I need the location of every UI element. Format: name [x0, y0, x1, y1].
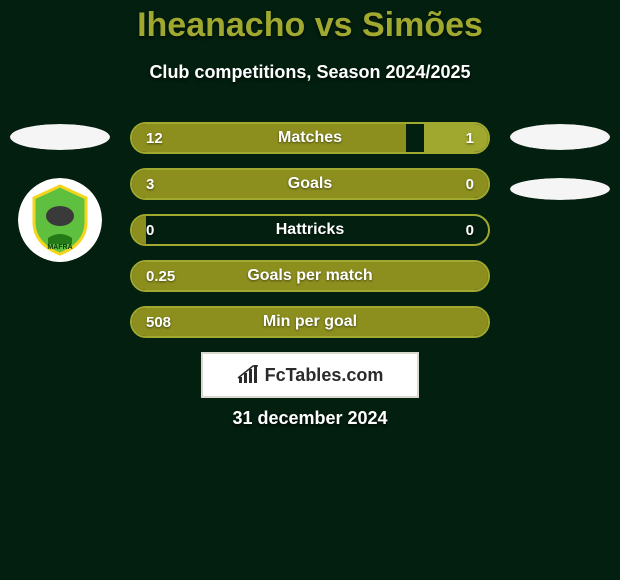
stat-row: 508Min per goal [130, 306, 490, 338]
comparison-card: Iheanacho vs Simões Club competitions, S… [0, 0, 620, 580]
club-left-badge: MAFRA [18, 178, 102, 262]
page-title: Iheanacho vs Simões [0, 6, 620, 45]
club-right-badge [510, 178, 610, 200]
fctables-watermark: FcTables.com [201, 352, 419, 398]
stat-label: Goals per match [132, 267, 488, 285]
stat-label: Goals [132, 175, 488, 193]
stat-row: 30Goals [130, 168, 490, 200]
stat-row: 121Matches [130, 122, 490, 154]
page-subtitle: Club competitions, Season 2024/2025 [0, 62, 620, 83]
svg-text:MAFRA: MAFRA [47, 244, 72, 251]
stat-label: Hattricks [132, 221, 488, 239]
player-left-avatar [10, 124, 110, 150]
bar-chart-icon [237, 365, 259, 385]
stat-label: Min per goal [132, 313, 488, 331]
stat-label: Matches [132, 129, 488, 147]
stat-row: 0.25Goals per match [130, 260, 490, 292]
player-right-avatar [510, 124, 610, 150]
stat-row: 00Hattricks [130, 214, 490, 246]
fctables-label: FcTables.com [265, 365, 384, 386]
date-label: 31 december 2024 [0, 408, 620, 429]
